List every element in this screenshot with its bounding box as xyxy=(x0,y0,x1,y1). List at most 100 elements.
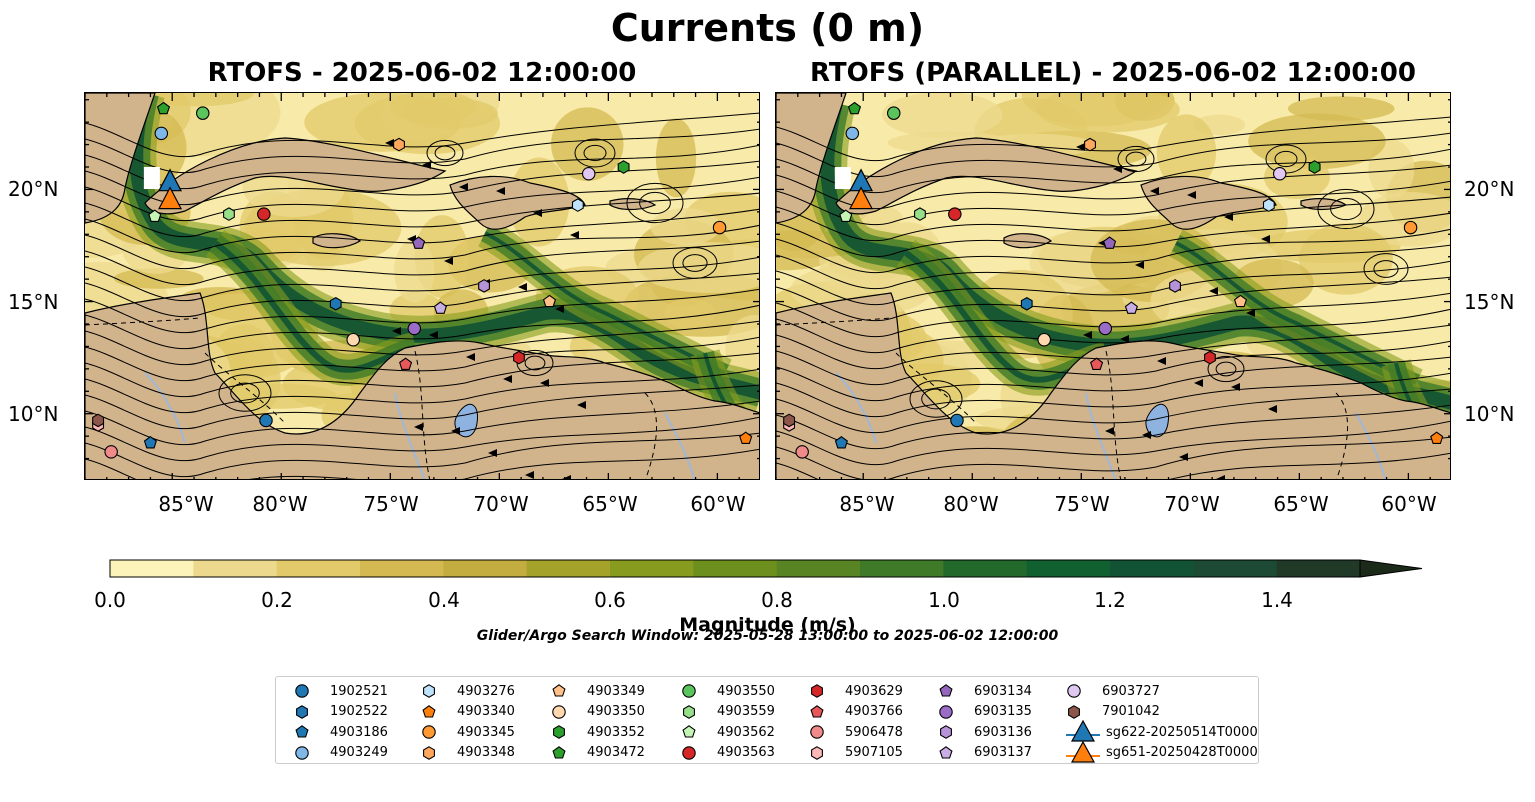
legend-label: 4903186 xyxy=(330,724,388,740)
legend-label: 6903134 xyxy=(974,683,1032,699)
legend-marker-icon xyxy=(552,684,566,697)
legend-label: sg622-20250514T0000 xyxy=(1106,724,1258,740)
legend-item-4903352: 4903352 xyxy=(551,722,645,742)
colorbar-segment xyxy=(693,560,778,577)
lon-tick-label: 65°W xyxy=(1273,492,1329,516)
float-marker-4903550 xyxy=(196,106,210,120)
float-marker-6903727 xyxy=(581,166,596,181)
current-map-rtofs-parallel xyxy=(776,93,1450,479)
float-marker-4903472 xyxy=(847,101,862,115)
legend-item-1902522: 1902522 xyxy=(294,702,388,722)
panel-title-rtofs: RTOFS - 2025-06-02 12:00:00 xyxy=(207,58,637,88)
colorbar-gradient xyxy=(109,559,1423,578)
legend-marker xyxy=(423,684,435,698)
legend-item-sg651-20250428T0000: sg651-20250428T0000 xyxy=(1066,740,1258,763)
float-marker-4903186 xyxy=(834,436,848,449)
search-window-text: Glider/Argo Search Window: 2025-05-28 13… xyxy=(476,628,1059,644)
colorbar-segment xyxy=(1193,560,1278,577)
colorbar-tick-label: 0.0 xyxy=(94,588,126,612)
legend-marker-icon xyxy=(553,725,565,739)
float-marker-4903345 xyxy=(1403,220,1418,235)
float-marker-4903766 xyxy=(399,357,413,370)
lon-tick-label: 85°W xyxy=(158,492,214,516)
lon-tick-label: 70°W xyxy=(473,492,529,516)
legend-item-4903349: 4903349 xyxy=(551,681,645,701)
legend-marker xyxy=(682,725,696,738)
legend-marker xyxy=(552,745,566,759)
float-marker-4903563 xyxy=(257,207,271,221)
float-marker-4903348 xyxy=(393,137,405,152)
legend-marker-icon xyxy=(423,745,435,760)
float-marker-4903276 xyxy=(1262,198,1275,212)
legend-label: 4903340 xyxy=(457,704,515,719)
colorbar-border xyxy=(109,559,1361,578)
float-marker-4903340 xyxy=(739,431,753,444)
colorbar-segment xyxy=(526,560,611,577)
legend-marker xyxy=(939,745,953,759)
colorbar-segment xyxy=(860,560,944,577)
float-marker-7901042 xyxy=(783,413,796,428)
legend-item-4903766: 4903766 xyxy=(809,702,903,722)
legend-marker xyxy=(552,704,566,719)
float-marker-4903563 xyxy=(948,207,962,221)
float-marker-4903629 xyxy=(513,350,525,365)
float-marker-4903550 xyxy=(887,106,901,120)
legend-marker-icon xyxy=(423,684,435,698)
legend-marker xyxy=(682,684,696,698)
float-marker-4903472 xyxy=(156,101,171,115)
colorbar-extend-arrow xyxy=(1359,559,1423,578)
float-marker-4903276 xyxy=(571,198,584,212)
colorbar-segment xyxy=(1110,560,1194,577)
legend-marker xyxy=(422,725,436,739)
float-marker-6903134 xyxy=(1103,236,1117,249)
legend-item-5907105: 5907105 xyxy=(809,743,903,763)
legend-item-4903348: 4903348 xyxy=(421,743,515,763)
legend-marker-icon xyxy=(940,725,952,739)
legend-item-5906478: 5906478 xyxy=(809,722,903,742)
legend-label: 4903563 xyxy=(717,745,775,760)
legend-item-6903727: 6903727 xyxy=(1066,681,1160,701)
legend-marker-icon xyxy=(296,704,308,719)
legend: 1902521 1902522 4903186 4903249 4903276 49033… xyxy=(275,676,1259,764)
legend-marker-icon xyxy=(422,704,436,718)
legend-item-4903563: 4903563 xyxy=(681,743,775,763)
legend-label: 4903348 xyxy=(457,745,515,760)
float-marker-4903249 xyxy=(845,126,860,141)
colorbar-segment xyxy=(276,560,361,577)
legend-marker-icon xyxy=(810,704,824,718)
lon-tick-label: 75°W xyxy=(363,492,419,516)
float-marker-5906478 xyxy=(795,445,809,459)
float-marker-4903352 xyxy=(1308,160,1321,174)
legend-marker-icon xyxy=(939,745,953,759)
legend-marker-icon xyxy=(811,684,823,698)
float-marker-4903249 xyxy=(154,126,169,141)
float-marker-4903349 xyxy=(542,294,557,308)
float-marker-6903135 xyxy=(1098,321,1113,336)
float-marker-6903727 xyxy=(1272,166,1287,181)
legend-item-4903186: 4903186 xyxy=(294,722,388,742)
legend-label: 4903629 xyxy=(845,683,903,699)
float-marker-4903559 xyxy=(223,207,235,221)
legend-label: sg651-20250428T0000 xyxy=(1106,745,1258,760)
float-marker-4903562 xyxy=(148,209,162,222)
lon-tick-label: 80°W xyxy=(943,492,999,516)
legend-label: 4903350 xyxy=(587,704,645,719)
legend-item-4903562: 4903562 xyxy=(681,722,775,742)
colorbar-tick-label: 1.0 xyxy=(928,588,960,612)
legend-marker xyxy=(552,684,566,697)
glider-marker-sg651-20250428T0000 xyxy=(849,186,874,210)
float-marker-1902521 xyxy=(259,413,273,428)
figure-title: Currents (0 m) xyxy=(610,6,925,50)
map-panel-rtofs-parallel xyxy=(775,92,1451,480)
legend-marker xyxy=(810,704,824,718)
colorbar-segment xyxy=(1276,560,1361,577)
legend-marker xyxy=(939,684,953,697)
legend-marker xyxy=(1067,684,1081,698)
legend-marker-icon xyxy=(1066,740,1100,763)
panel-title-rtofs-parallel: RTOFS (PARALLEL) - 2025-06-02 12:00:00 xyxy=(810,58,1416,88)
legend-marker xyxy=(683,704,695,719)
float-marker-1902521 xyxy=(950,413,964,428)
float-marker-4903349 xyxy=(1233,294,1248,308)
legend-label: 6903136 xyxy=(974,724,1032,740)
legend-label: 1902521 xyxy=(330,683,388,699)
